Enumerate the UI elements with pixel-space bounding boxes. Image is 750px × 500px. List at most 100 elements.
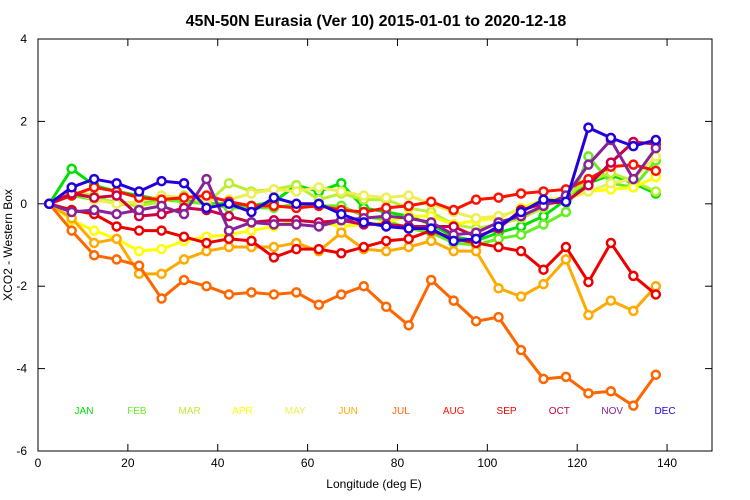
- data-point: [515, 221, 527, 232]
- plot-area: 0 20 40 60 80 100 120 140 -6 -4 -2 0 2 4: [16, 32, 713, 470]
- data-point: [538, 186, 549, 197]
- data-point: [380, 235, 392, 247]
- data-point: [470, 212, 482, 224]
- data-point: [246, 225, 257, 236]
- legend-label-mar: MAR: [179, 406, 201, 417]
- data-point: [493, 192, 504, 203]
- data-point: [223, 289, 235, 300]
- data-point: [246, 235, 257, 247]
- data-point: [358, 280, 370, 292]
- y-tick-label: -2: [16, 279, 27, 293]
- data-point: [111, 190, 122, 201]
- series-jul: [43, 198, 662, 411]
- data-point: [560, 254, 572, 265]
- data-point: [88, 225, 100, 236]
- data-point: [223, 233, 235, 245]
- data-point: [336, 186, 347, 197]
- data-point: [111, 177, 122, 189]
- data-point: [66, 163, 77, 175]
- data-point: [538, 278, 549, 290]
- data-point: [448, 295, 459, 306]
- data-point: [425, 223, 437, 234]
- data-point: [313, 299, 325, 310]
- data-point: [268, 200, 280, 212]
- legend-label-apr: APR: [232, 406, 253, 417]
- data-point: [650, 134, 662, 146]
- data-point: [470, 245, 482, 257]
- legend-label-may: MAY: [285, 406, 306, 417]
- x-tick-label: 20: [121, 456, 135, 470]
- legend-label-jan: JAN: [75, 406, 94, 417]
- data-point: [246, 287, 257, 298]
- data-point: [111, 254, 122, 265]
- data-point: [470, 233, 482, 245]
- data-point: [493, 311, 504, 323]
- data-point: [358, 190, 370, 201]
- data-point: [650, 280, 662, 292]
- data-point: [178, 274, 190, 286]
- data-point: [538, 194, 549, 205]
- data-point: [178, 177, 190, 189]
- data-point: [358, 241, 370, 253]
- data-point: [111, 221, 122, 232]
- data-point: [223, 177, 235, 189]
- series-line: [48, 163, 657, 214]
- data-point: [291, 198, 302, 210]
- data-point: [380, 210, 392, 222]
- data-point: [493, 241, 504, 253]
- data-point: [628, 305, 639, 317]
- data-point: [313, 198, 325, 210]
- data-point: [156, 268, 167, 280]
- data-point: [268, 252, 280, 263]
- data-point: [336, 227, 347, 238]
- data-point: [66, 206, 77, 218]
- data-point: [268, 184, 280, 195]
- data-point: [246, 217, 257, 228]
- data-point: [178, 254, 190, 265]
- data-point: [583, 159, 594, 170]
- data-point: [178, 231, 190, 243]
- series-dec: [43, 122, 662, 247]
- data-point: [425, 274, 437, 286]
- data-point: [380, 301, 392, 313]
- data-point: [178, 208, 190, 220]
- data-point: [583, 180, 594, 191]
- data-point: [605, 177, 617, 189]
- series-line: [48, 202, 658, 408]
- data-point: [156, 225, 167, 236]
- chart-title: 45N-50N Eurasia (Ver 10) 2015-01-01 to 2…: [186, 13, 567, 30]
- data-point: [470, 315, 482, 327]
- data-point: [493, 221, 504, 232]
- data-point: [201, 237, 212, 249]
- data-point: [223, 225, 235, 236]
- legend-label-aug: AUG: [443, 406, 465, 417]
- data-point: [538, 264, 549, 275]
- data-point: [133, 245, 145, 257]
- data-point: [201, 202, 212, 214]
- data-point: [560, 371, 572, 383]
- data-point: [88, 192, 100, 203]
- data-point: [628, 173, 639, 185]
- data-point: [291, 186, 302, 197]
- data-point: [380, 192, 392, 203]
- data-point: [403, 190, 414, 201]
- data-point: [605, 386, 617, 397]
- data-point: [560, 206, 572, 218]
- data-point: [628, 159, 639, 170]
- legend-label-sep: SEP: [497, 406, 517, 417]
- data-point: [336, 289, 347, 300]
- data-point: [605, 157, 617, 168]
- y-axis-label: XCO2 - Western Box: [1, 189, 15, 301]
- data-point: [628, 270, 639, 282]
- x-tick-label: 0: [35, 456, 42, 470]
- data-point: [111, 208, 122, 220]
- data-point: [156, 208, 167, 220]
- data-point: [493, 283, 504, 294]
- data-point: [223, 198, 235, 210]
- data-point: [88, 204, 100, 216]
- data-point: [403, 200, 414, 212]
- y-tick-label: 0: [20, 197, 27, 211]
- x-tick-label: 140: [657, 456, 677, 470]
- data-point: [336, 208, 347, 220]
